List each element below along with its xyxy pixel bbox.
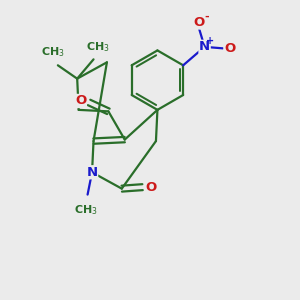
Text: O: O [145,181,157,194]
Text: +: + [206,36,214,46]
Text: N: N [86,166,98,179]
Text: CH$_3$: CH$_3$ [74,203,98,217]
Text: -: - [204,12,209,22]
Text: O: O [194,16,205,29]
Text: CH$_3$: CH$_3$ [41,45,65,59]
Text: N: N [199,40,210,53]
Text: O: O [224,42,235,55]
Text: O: O [75,94,86,107]
Text: CH$_3$: CH$_3$ [86,40,110,54]
